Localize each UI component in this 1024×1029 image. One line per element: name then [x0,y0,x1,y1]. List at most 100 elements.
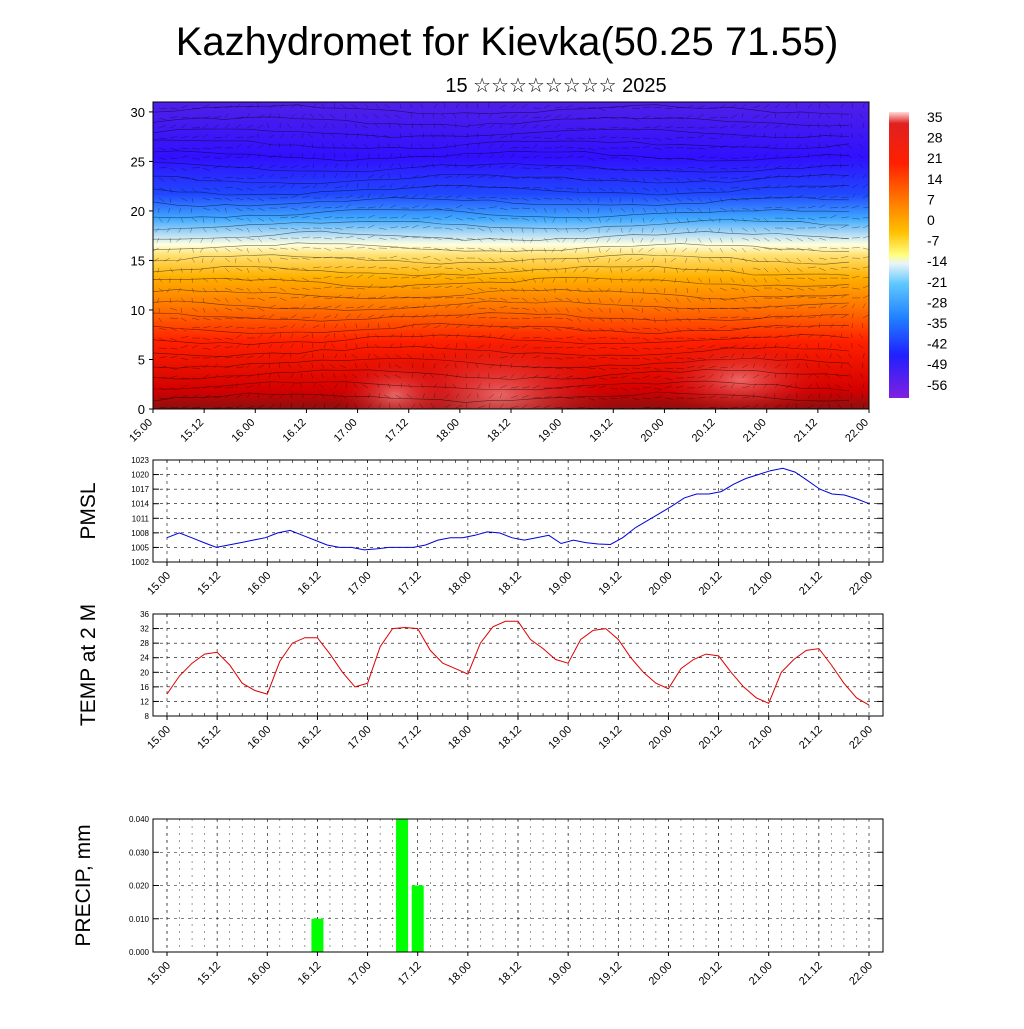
chart-title: Kazhydromet for Kievka(50.25 71.55) [176,20,839,64]
y-tick-label: 1005 [131,543,149,552]
x-tick-label: 15.12 [195,570,223,598]
y-tick-label: 1020 [131,471,149,480]
colorbar-label: 7 [927,191,935,207]
heatmap-y-tick-label: 20 [131,204,145,219]
x-tick-label: 19.00 [546,724,574,752]
x-tick-label: 19.00 [546,960,574,988]
y-tick-label: 0.030 [129,848,150,857]
y-tick-label: 1017 [131,485,149,494]
colorbar-label: -35 [927,315,947,331]
x-tick-label: 18.00 [446,960,474,988]
colorbar-label: -14 [927,253,947,269]
x-tick-label: 22.00 [847,960,875,988]
y-tick-label: 32 [140,625,149,634]
x-tick-label: 15.12 [195,724,223,752]
y-tick-label: 0.000 [129,948,150,957]
colorbar-label: 14 [927,171,943,187]
heatmap-x-tick-label: 20.00 [639,417,667,445]
y-axis-label: TEMP at 2 M [77,604,100,726]
heatmap-y-tick-label: 15 [131,253,145,268]
x-tick-label: 18.12 [496,724,524,752]
x-tick-label: 19.12 [596,570,624,598]
heatmap-y-tick-label: 0 [138,402,145,417]
x-tick-label: 17.12 [396,724,424,752]
colorbar-label: 0 [927,212,935,228]
colorbar-label: 28 [927,130,943,146]
y-tick-label: 1002 [131,558,149,567]
x-tick-label: 22.00 [847,570,875,598]
x-tick-label: 15.12 [195,960,223,988]
x-tick-label: 17.00 [346,724,374,752]
heatmap-y-tick-label: 30 [131,105,145,120]
x-tick-label: 21.00 [747,960,775,988]
heatmap-x-tick-label: 17.00 [332,417,360,445]
x-tick-label: 16.00 [245,570,273,598]
y-tick-label: 1014 [131,500,149,509]
colorbar-label: -42 [927,336,947,352]
colorbar-label: -49 [927,356,947,372]
x-tick-label: 16.12 [296,724,324,752]
x-tick-label: 18.12 [496,960,524,988]
heatmap-x-tick-label: 19.00 [536,417,564,445]
x-tick-label: 16.00 [245,724,273,752]
colorbar-fill [889,112,909,398]
x-tick-label: 20.00 [647,724,675,752]
x-tick-label: 17.00 [346,960,374,988]
chart-subtitle: 15 ☆☆☆☆☆☆☆☆ 2025 [445,75,666,97]
y-tick-label: 16 [140,683,149,692]
heatmap-y-tick-label: 5 [138,352,145,367]
y-tick-label: 1008 [131,529,149,538]
heatmap-x-tick-label: 16.12 [281,417,309,445]
heatmap-x-tick-label: 18.12 [485,417,513,445]
x-tick-label: 17.12 [396,960,424,988]
colorbar-label: -56 [927,377,947,393]
x-tick-label: 15.00 [145,570,173,598]
x-tick-label: 19.12 [596,724,624,752]
x-tick-label: 20.00 [647,570,675,598]
x-tick-label: 20.12 [697,960,725,988]
heatmap-y-tick-label: 25 [131,154,145,169]
x-tick-label: 21.12 [797,960,825,988]
x-tick-label: 21.12 [797,724,825,752]
x-tick-label: 21.00 [747,570,775,598]
y-axis-label: PRECIP, mm [72,824,95,946]
y-tick-label: 0.010 [129,915,150,924]
y-tick-label: 8 [145,712,150,721]
precip-bar [311,919,323,952]
heatmap-x-tick-label: 16.00 [229,417,257,445]
x-tick-label: 18.00 [446,724,474,752]
heatmap-x-tick-label: 19.12 [587,417,615,445]
x-tick-label: 20.12 [697,570,725,598]
heatmap-x-tick-label: 15.12 [178,417,206,445]
x-tick-label: 21.12 [797,570,825,598]
precip-bar [396,819,408,952]
x-tick-label: 16.00 [245,960,273,988]
x-tick-label: 19.12 [596,960,624,988]
precip-bar [412,886,424,953]
x-tick-label: 19.00 [546,570,574,598]
x-tick-label: 20.12 [697,724,725,752]
y-tick-label: 0.040 [129,815,150,824]
x-tick-label: 17.12 [396,570,424,598]
heatmap-x-tick-label: 22.00 [843,417,871,445]
y-tick-label: 28 [140,639,149,648]
y-tick-label: 36 [140,610,149,619]
heatmap-x-tick-label: 21.00 [741,417,769,445]
x-tick-label: 17.00 [346,570,374,598]
heatmap-x-tick-label: 21.12 [792,417,820,445]
y-tick-label: 24 [140,654,149,663]
y-axis-label: PMSL [77,482,100,539]
heatmap-x-tick-label: 17.12 [383,417,411,445]
y-tick-label: 12 [140,697,149,706]
x-tick-label: 16.12 [296,960,324,988]
x-tick-label: 20.00 [647,960,675,988]
x-tick-label: 18.12 [496,570,524,598]
x-tick-label: 21.00 [747,724,775,752]
heatmap-x-tick-label: 15.00 [127,417,155,445]
y-tick-label: 0.020 [129,882,150,891]
